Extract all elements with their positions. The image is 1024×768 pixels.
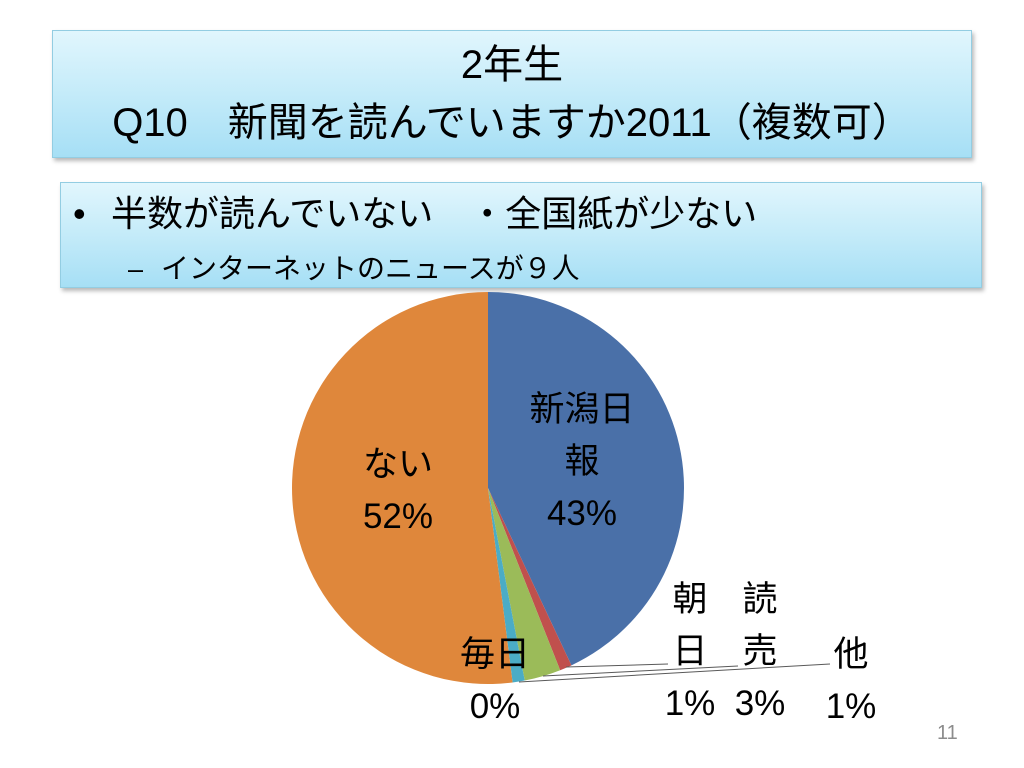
slide-page-number: 11 [937, 722, 958, 744]
slide-title-line-1: 2年生 [460, 43, 564, 87]
data-label-niigata-nippo: 新潟日報 43% [521, 384, 643, 540]
data-label-value: 1% [664, 684, 716, 723]
sub-bullet-symbol: – [128, 254, 144, 284]
title-box: 2年生 Q10 新聞を読んでいますか2011（複数可） [52, 30, 972, 158]
bullet-box: • 半数が読んでいない ・全国紙が少ない – インターネットのニュースが９人 [60, 182, 982, 288]
data-label-name: 読売 [742, 580, 778, 671]
pie-slice-3 [488, 488, 561, 681]
pie-slices [291, 292, 684, 684]
pie-slice-5 [488, 488, 525, 683]
data-label-name: 他 [833, 635, 869, 674]
data-label-value: 52% [362, 497, 434, 536]
data-label-name: 毎日 [459, 635, 530, 674]
pie-slice-2 [488, 488, 572, 671]
leader-line-other [518, 663, 831, 683]
data-label-value: 3% [734, 684, 786, 723]
leader-lines [518, 663, 831, 683]
data-label-name: ない [362, 445, 433, 484]
bullet-main-text: 半数が読んでいない ・全国紙が少ない [111, 193, 758, 234]
data-label-asahi: 朝日 1% [665, 574, 716, 730]
pie-slice-6 [291, 292, 513, 684]
pie-slice-1 [488, 292, 684, 666]
data-label-value: 43% [546, 494, 618, 533]
bullet-symbol: • [73, 193, 86, 234]
data-label-name: 朝日 [672, 580, 708, 671]
slide-title-line-2: Q10 新聞を読んでいますか2011（複数可） [112, 101, 912, 145]
data-label-mainichi: 毎日 0% [443, 629, 547, 733]
data-label-name: 新潟日報 [529, 390, 635, 481]
data-label-yomiuri: 読売 3% [735, 574, 786, 730]
data-label-none: ない 52% [346, 439, 450, 543]
data-label-value: 1% [825, 687, 877, 726]
data-label-other: 他 1% [826, 629, 877, 733]
leader-line-asahi [565, 663, 669, 668]
bullet-sub-text: インターネットのニュースが９人 [161, 253, 580, 284]
data-label-value: 0% [469, 687, 521, 726]
leader-line-yomiuri [542, 665, 739, 677]
